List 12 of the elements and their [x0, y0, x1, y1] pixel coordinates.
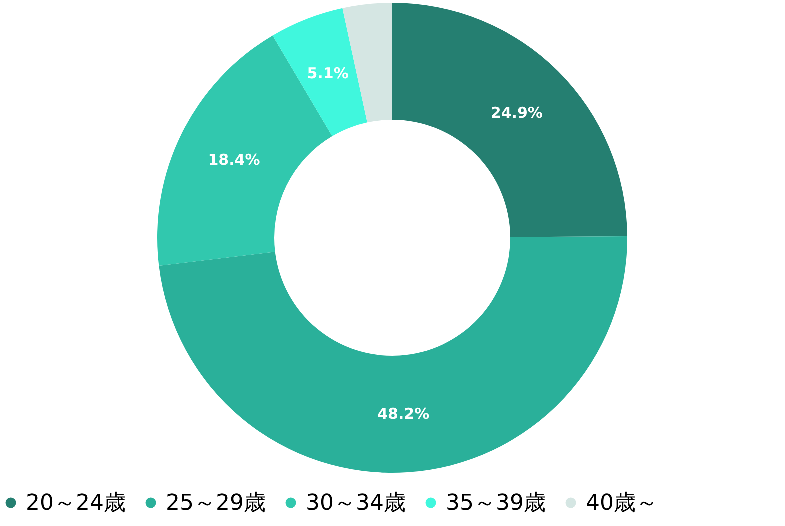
data-label: 24.9%	[490, 104, 543, 122]
donut-slice	[159, 236, 628, 473]
legend-label: 30～34歳	[306, 491, 406, 516]
donut-slice	[392, 3, 628, 238]
data-label: 18.4%	[208, 150, 260, 169]
data-label: 48.2%	[378, 405, 430, 424]
legend-label: 40歳～	[586, 491, 658, 516]
donut-slice	[272, 8, 368, 136]
data-label: 5.1%	[307, 64, 349, 83]
legend-label: 25～29歳	[166, 491, 266, 516]
legend-label: 20～24歳	[26, 491, 126, 516]
legend-label: 35～39歳	[446, 491, 546, 516]
